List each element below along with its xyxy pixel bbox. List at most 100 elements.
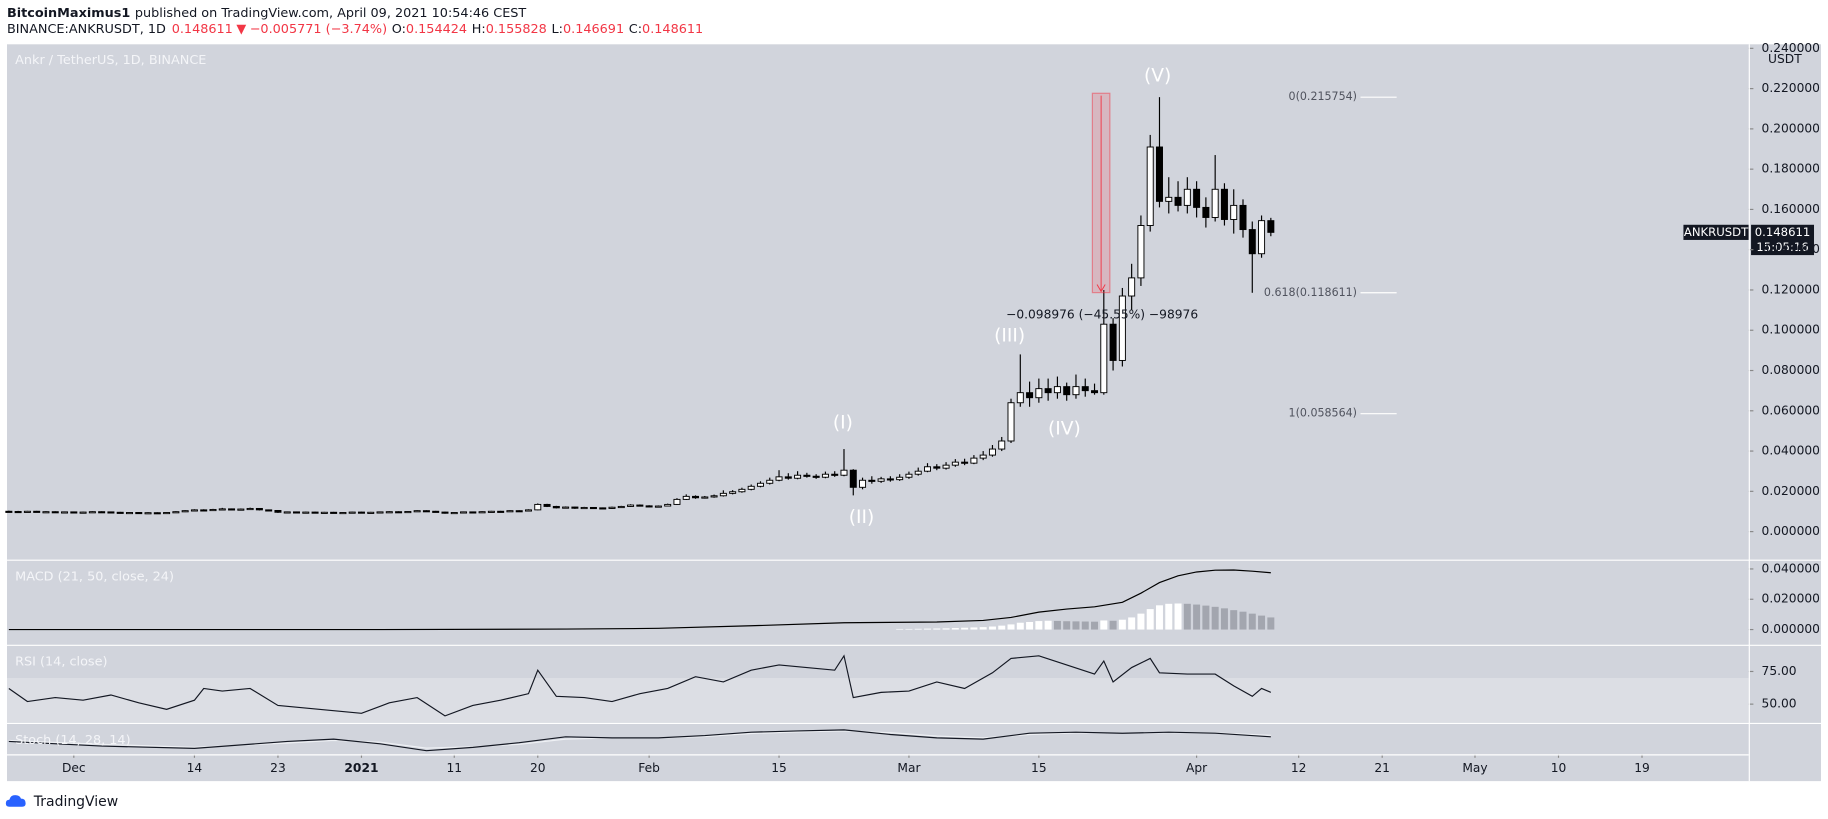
- histogram-bar: [1258, 615, 1266, 630]
- candle-body: [1091, 390, 1099, 394]
- y-tick-label: 0.040000: [1762, 444, 1820, 458]
- candle-body: [42, 511, 50, 514]
- y-tick-label: 0.240000: [1762, 41, 1820, 55]
- candle-body: [14, 511, 22, 514]
- o-label: O:: [392, 22, 406, 37]
- candle-body: [265, 509, 273, 512]
- candle-body: [905, 473, 913, 478]
- candle-body: [877, 478, 885, 482]
- histogram-bar: [1016, 622, 1024, 630]
- published: published on TradingView.com, April 09, …: [135, 5, 527, 20]
- candle-body: [654, 505, 662, 508]
- candle-body: [181, 510, 189, 513]
- fib-label: 1(0.058564): [1289, 407, 1357, 420]
- candle-body: [766, 479, 774, 484]
- histogram-bar: [970, 627, 978, 630]
- x-tick-label: 12: [1291, 761, 1307, 775]
- candle-body: [144, 512, 152, 515]
- histogram-bar: [1211, 606, 1219, 630]
- histogram-bar: [896, 628, 904, 630]
- candle-body: [794, 474, 802, 479]
- candle-body: [357, 511, 365, 514]
- histogram-bar: [1248, 613, 1256, 630]
- candle-body: [840, 469, 848, 476]
- histogram-bar: [905, 628, 913, 630]
- histogram-bar: [988, 626, 996, 630]
- fib-label: 0.618(0.118611): [1264, 286, 1357, 299]
- histogram-bar: [933, 628, 941, 630]
- candle-body: [896, 476, 904, 481]
- rsi-band: [6, 678, 1749, 723]
- change: −0.005771 (−3.74%): [250, 22, 387, 37]
- candle-body: [1035, 388, 1043, 399]
- histogram-bar: [1053, 620, 1061, 630]
- candle-body: [784, 476, 792, 479]
- candle-body: [775, 476, 783, 481]
- candle-body: [116, 511, 124, 514]
- symbol-tag: [1683, 224, 1749, 240]
- candle-body: [1258, 220, 1266, 255]
- candle-body: [478, 511, 486, 514]
- candle-body: [534, 503, 542, 511]
- candle-body: [1174, 196, 1182, 206]
- candle-body: [589, 506, 597, 510]
- candle-body: [1183, 188, 1191, 206]
- candle-body: [617, 505, 625, 509]
- candle-body: [497, 510, 505, 513]
- measure-arrowhead: [1096, 284, 1106, 293]
- y-tick-label: 0.020000: [1762, 592, 1820, 606]
- histogram-bar: [998, 625, 1006, 630]
- candle-body: [1081, 386, 1089, 392]
- measure-label: −0.098976 (−45.55%) −98976: [1006, 307, 1198, 321]
- candle-body: [1100, 323, 1108, 394]
- candle-body: [1239, 204, 1247, 231]
- candle-body: [79, 511, 87, 514]
- candle-body: [831, 473, 839, 476]
- h-label: H:: [472, 22, 486, 37]
- c: 0.148611: [642, 22, 703, 37]
- histogram-bar: [942, 628, 950, 630]
- candle-body: [914, 470, 922, 475]
- candle-body: [1053, 386, 1061, 394]
- y-tick-label: 0.160000: [1762, 202, 1820, 216]
- histogram-bar: [1128, 617, 1136, 630]
- candle-body: [1137, 225, 1145, 279]
- candle-body: [608, 506, 616, 509]
- candle-body: [1146, 146, 1154, 226]
- candle-body: [1016, 392, 1024, 404]
- histogram-bar: [1100, 620, 1108, 630]
- x-tick-label: Dec: [62, 761, 86, 775]
- candle-body: [636, 504, 644, 507]
- candle-body: [246, 507, 254, 511]
- candle-body: [673, 498, 681, 505]
- candle-body: [172, 511, 180, 514]
- candle-body: [1007, 402, 1015, 442]
- candle-body: [218, 508, 226, 511]
- candle-body: [1118, 295, 1126, 361]
- x-tick-label: Mar: [897, 761, 921, 775]
- pane-title: RSI (14, close): [15, 655, 107, 670]
- candle-body: [163, 512, 171, 515]
- price-tag: [1751, 224, 1815, 256]
- candle-body: [302, 511, 310, 514]
- histogram-bar: [961, 627, 969, 630]
- candle-body: [348, 511, 356, 514]
- y-tick-label: 0.060000: [1762, 403, 1820, 417]
- fib-label: 0(0.215754): [1289, 90, 1357, 103]
- histogram-bar: [1193, 604, 1201, 630]
- candle-body: [729, 491, 737, 494]
- candle-body: [23, 510, 31, 513]
- histogram-bar: [1220, 608, 1228, 630]
- histogram-bar: [924, 628, 932, 630]
- candle-body: [1211, 188, 1219, 218]
- histogram-bar: [951, 628, 959, 630]
- o: 0.154424: [406, 22, 467, 37]
- candle-body: [951, 461, 959, 466]
- histogram-bar: [914, 628, 922, 630]
- series-line: [8, 729, 1271, 752]
- candle-body: [209, 508, 217, 512]
- candle-body: [450, 512, 458, 515]
- candle-body: [599, 507, 607, 510]
- candle-body: [719, 492, 727, 497]
- candle-body: [979, 454, 987, 459]
